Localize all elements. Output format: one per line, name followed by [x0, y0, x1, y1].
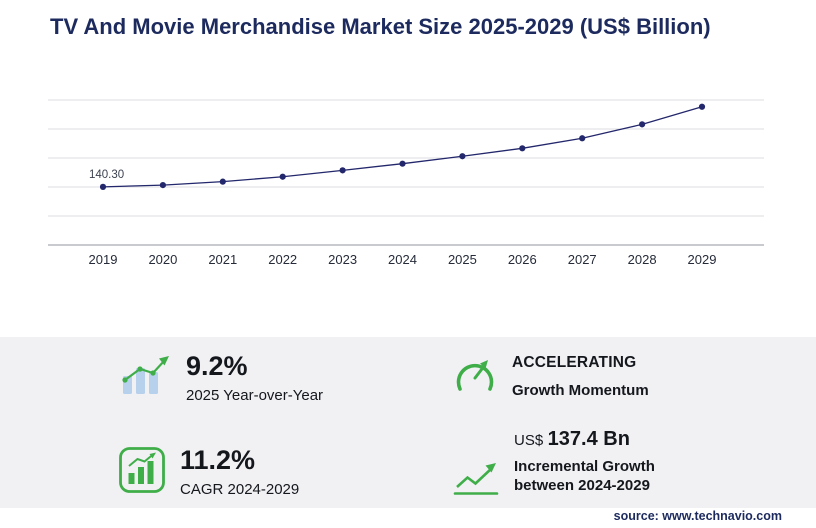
stat-yoy-growth: 9.2% 2025 Year-over-Year: [118, 352, 323, 406]
x-tick-label: 2021: [208, 252, 237, 267]
incremental-label: Incremental Growth between 2024-2029: [514, 457, 655, 495]
momentum-value: ACCELERATING: [512, 354, 637, 371]
yoy-value: 9.2%: [186, 351, 248, 381]
data-point-marker: [339, 167, 346, 174]
stat-incremental-growth: US$ 137.4 Bn Incremental Growth between …: [452, 428, 655, 497]
data-point-marker: [99, 183, 107, 190]
momentum-label: Growth Momentum: [512, 382, 649, 399]
data-point-marker: [579, 135, 586, 142]
cagr-bars-icon: [118, 446, 166, 494]
first-point-value-label: 140.30: [89, 169, 124, 181]
incremental-currency: US$: [514, 432, 544, 449]
gridlines: [48, 99, 764, 246]
data-point-marker: [639, 121, 646, 128]
series-markers: [99, 103, 706, 190]
data-point-marker: [279, 173, 286, 180]
x-tick-label: 2022: [268, 252, 297, 267]
x-tick-label: 2028: [628, 252, 657, 267]
stat-growth-momentum: ACCELERATING Growth Momentum: [452, 354, 649, 401]
source-credit: source: www.technavio.com: [613, 509, 782, 523]
data-point-marker: [459, 153, 466, 160]
series-line: [102, 106, 703, 188]
x-tick-label: 2027: [568, 252, 597, 267]
stats-panel: 9.2% 2025 Year-over-Year ACCELERATING Gr…: [0, 337, 816, 508]
stat-momentum-text: ACCELERATING Growth Momentum: [512, 354, 649, 401]
x-tick-label: 2023: [328, 252, 357, 267]
stat-cagr: 11.2% CAGR 2024-2029: [118, 446, 299, 500]
cagr-value: 11.2%: [180, 445, 256, 475]
x-tick-label: 2029: [688, 252, 717, 267]
incremental-value: 137.4 Bn: [547, 428, 630, 450]
data-point-marker: [519, 145, 526, 152]
data-point-marker: [698, 103, 706, 110]
data-point-marker: [159, 181, 166, 189]
yoy-label: 2025 Year-over-Year: [186, 387, 324, 405]
incremental-label-line2: between 2024-2029: [514, 477, 650, 495]
incremental-label-line1: Incremental Growth: [514, 458, 655, 475]
x-tick-label: 2026: [508, 252, 537, 267]
page-title: TV And Movie Merchandise Market Size 202…: [50, 14, 711, 39]
market-size-chart: 140.30 2019 2020 2021 2022 2023 2024 2025 2026 20…: [48, 92, 764, 270]
x-tick-label: 2024: [388, 252, 417, 267]
data-point-marker: [219, 178, 226, 185]
x-tick-label: 2025: [448, 252, 477, 267]
x-tick-label: 2019: [89, 252, 118, 267]
stat-cagr-text: 11.2% CAGR 2024-2029: [180, 446, 299, 500]
momentum-gauge-icon: [452, 354, 498, 396]
cagr-label: CAGR 2024-2029: [180, 481, 300, 499]
yoy-growth-icon: [118, 352, 172, 398]
stat-incremental-text: US$ 137.4 Bn Incremental Growth between …: [514, 428, 655, 495]
stat-yoy-text: 9.2% 2025 Year-over-Year: [186, 352, 323, 406]
x-axis-labels: 2019 2020 2021 2022 2023 2024 2025 2026 2027 2028…: [89, 252, 717, 267]
data-point-marker: [399, 160, 406, 167]
x-tick-label: 2020: [148, 252, 177, 267]
incremental-value-row: US$ 137.4 Bn: [514, 428, 655, 450]
incremental-growth-icon: [452, 455, 500, 497]
